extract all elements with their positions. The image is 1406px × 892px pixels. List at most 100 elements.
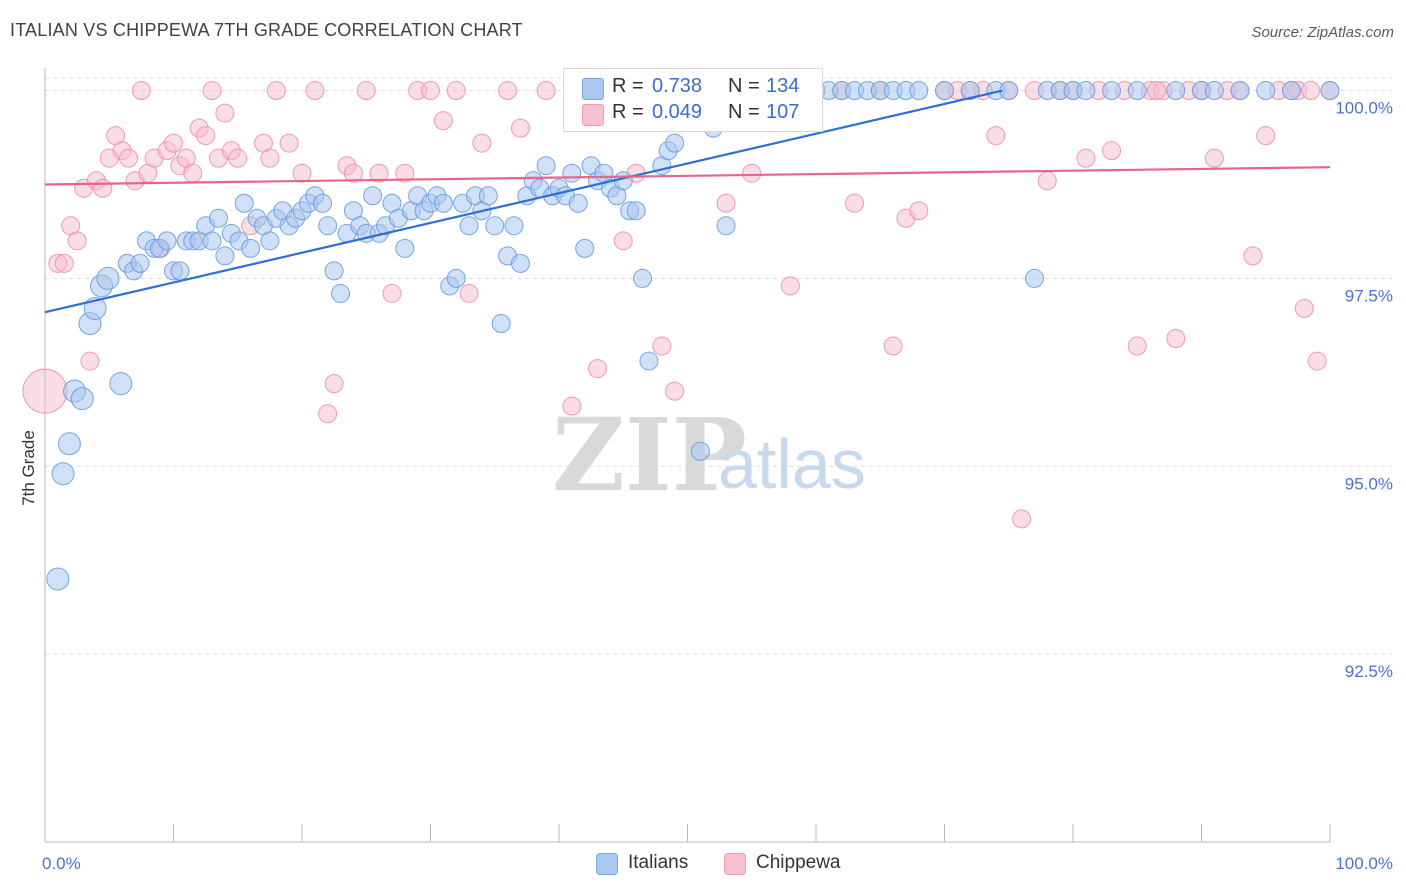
point-italians-61	[446, 268, 466, 288]
watermark-zip: ZIP	[552, 396, 747, 514]
point-chippewa-67	[780, 276, 800, 296]
point-italians-18	[170, 261, 190, 281]
point-italians-4	[70, 387, 94, 411]
chart-title: ITALIAN VS CHIPPEWA 7TH GRADE CORRELATIO…	[10, 20, 523, 40]
point-chippewa-52	[510, 118, 530, 138]
point-italians-114	[935, 81, 954, 101]
y-tick-label-2: 95.0%	[1345, 474, 1393, 493]
point-chippewa-43	[382, 283, 402, 303]
point-italians-1	[51, 462, 75, 486]
point-chippewa-41	[356, 81, 376, 101]
point-italians-79	[562, 163, 582, 183]
legend-swatch-chippewa	[582, 104, 604, 126]
point-chippewa-40	[343, 163, 363, 183]
point-chippewa-0	[22, 368, 68, 414]
point-chippewa-83	[1037, 171, 1057, 191]
point-italians-32	[260, 231, 280, 251]
trend-lines	[44, 89, 1331, 314]
point-chippewa-32	[260, 148, 280, 168]
point-chippewa-99	[1243, 246, 1263, 266]
point-italians-118	[1024, 268, 1044, 288]
point-chippewa-100	[1256, 126, 1276, 146]
point-chippewa-49	[459, 283, 479, 303]
x-tick-labels: 0.0% 100.0%	[42, 854, 1393, 873]
point-chippewa-27	[215, 103, 235, 123]
point-italians-127	[1204, 81, 1224, 101]
legend-n-value-italians: 134	[766, 75, 800, 97]
bottom-legend-label-italians: Italians	[628, 852, 689, 873]
point-chippewa-12	[119, 148, 139, 168]
point-italians-59	[433, 193, 453, 213]
point-italians-70	[504, 216, 524, 236]
bottom-legend-swatch-italians	[596, 853, 618, 875]
point-italians-113	[909, 81, 929, 101]
point-chippewa-90	[1127, 336, 1147, 356]
y-tick-label-3: 92.5%	[1345, 662, 1393, 681]
point-chippewa-47	[433, 111, 453, 131]
trend-line-chippewa	[44, 166, 1331, 186]
point-italians-131	[1320, 81, 1340, 101]
point-chippewa-24	[196, 126, 216, 146]
legend-n-value-chippewa: 107	[766, 101, 800, 123]
point-chippewa-54	[562, 396, 582, 416]
point-chippewa-33	[266, 81, 286, 101]
point-italians-128	[1230, 81, 1250, 101]
point-chippewa-34	[279, 133, 299, 153]
y-tick-labels: 100.0% 97.5% 95.0% 92.5%	[1335, 99, 1393, 682]
point-italians-2	[57, 432, 81, 456]
point-italians-9	[109, 372, 133, 396]
point-chippewa-107	[1301, 81, 1321, 101]
x-tick-label-1: 100.0%	[1335, 854, 1393, 873]
point-italians-115	[960, 81, 980, 101]
point-chippewa-6	[80, 351, 100, 371]
legend-r-value-chippewa: 0.049	[652, 101, 703, 123]
point-chippewa-72	[883, 336, 903, 356]
point-chippewa-64	[716, 193, 736, 213]
point-chippewa-36	[305, 81, 325, 101]
point-chippewa-42	[369, 163, 389, 183]
point-italians-122	[1076, 81, 1096, 101]
point-chippewa-62	[665, 381, 685, 401]
point-italians-0	[46, 567, 70, 591]
point-chippewa-25	[202, 81, 222, 101]
y-tick-label-0: 100.0%	[1335, 99, 1393, 118]
point-chippewa-70	[845, 193, 865, 213]
trend-line-italians	[44, 89, 1003, 314]
point-chippewa-81	[1012, 509, 1032, 529]
point-italians-125	[1166, 81, 1186, 101]
legend-n-label: N =	[728, 101, 760, 123]
y-axis-label: 7th Grade	[19, 430, 38, 506]
point-italians-48	[363, 186, 383, 206]
point-chippewa-93	[1166, 329, 1186, 349]
point-italians-90	[633, 268, 653, 288]
point-chippewa-88	[1102, 141, 1122, 161]
point-chippewa-108	[1147, 81, 1167, 101]
point-chippewa-53	[536, 81, 556, 101]
point-italians-96	[690, 441, 710, 461]
legend-n-label: N =	[728, 75, 760, 97]
point-chippewa-44	[395, 163, 415, 183]
point-italians-12	[130, 253, 150, 273]
point-chippewa-79	[986, 126, 1006, 146]
point-italians-43	[331, 283, 351, 303]
point-italians-124	[1127, 81, 1147, 101]
point-italians-117	[999, 81, 1019, 101]
point-chippewa-35	[292, 163, 312, 183]
watermark-atlas: atlas	[718, 425, 866, 503]
point-italians-23	[202, 231, 222, 251]
point-italians-81	[575, 238, 595, 258]
axes	[44, 68, 1331, 843]
legend-r-label: R =	[612, 75, 644, 97]
point-chippewa-14	[131, 81, 151, 101]
point-chippewa-48	[446, 81, 466, 101]
point-italians-40	[313, 193, 333, 213]
point-italians-25	[215, 246, 235, 266]
point-chippewa-104	[1307, 351, 1327, 371]
point-chippewa-8	[93, 178, 113, 198]
point-italians-16	[157, 231, 177, 251]
point-italians-123	[1102, 81, 1122, 101]
point-italians-71	[510, 253, 530, 273]
bottom-legend-swatch-chippewa	[724, 853, 746, 875]
point-chippewa-74	[909, 201, 929, 221]
